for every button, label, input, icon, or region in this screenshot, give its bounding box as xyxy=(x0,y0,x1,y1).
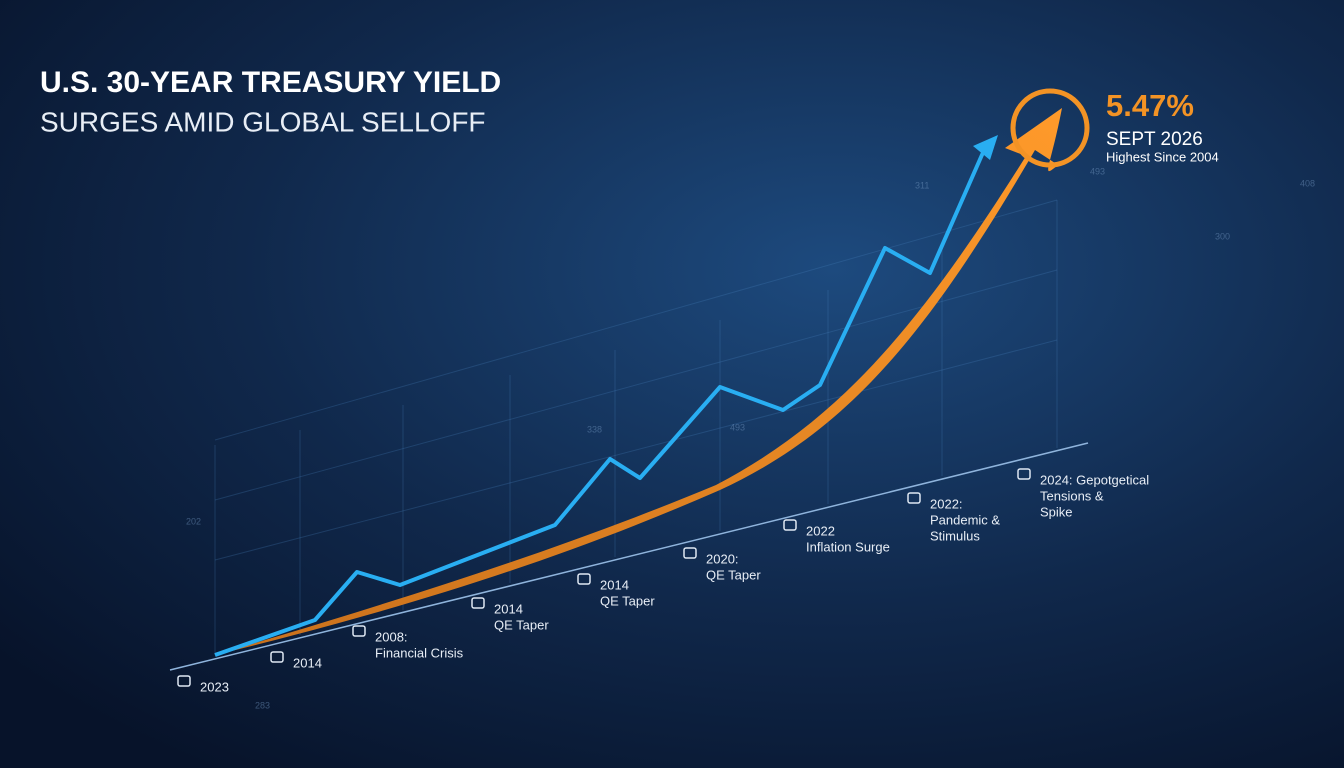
milestone-label: 2014 xyxy=(494,601,523,616)
background-labels: 311 493 408 300 338 493 202 283 xyxy=(186,166,1315,710)
milestone-label: QE Taper xyxy=(494,617,549,632)
milestone-label: Stimulus xyxy=(930,528,980,543)
background-label: 202 xyxy=(186,516,201,526)
milestone-icon xyxy=(270,651,284,663)
milestone-label: 2023 xyxy=(200,679,229,694)
background-label: 300 xyxy=(1215,231,1230,241)
subtitle: SURGES AMID GLOBAL SELLOFF xyxy=(40,106,486,137)
yield-line xyxy=(214,147,987,657)
yield-arrowhead xyxy=(973,135,998,160)
timeline-axis xyxy=(169,442,1089,671)
milestone-label: QE Taper xyxy=(600,593,655,608)
milestone-label: Spike xyxy=(1040,504,1073,519)
milestone-icon xyxy=(1017,468,1031,480)
background-label: 493 xyxy=(730,422,745,432)
milestone-icon xyxy=(577,573,591,585)
milestone-icon xyxy=(177,675,191,687)
callout-date: SEPT 2026 xyxy=(1106,129,1203,150)
milestone-label: Pandemic & xyxy=(930,512,1000,527)
background-label: 283 xyxy=(255,700,270,710)
background-label: 493 xyxy=(1090,166,1105,176)
callout-ring xyxy=(1010,88,1090,168)
milestone-label: 2024: Gepotgetical xyxy=(1040,472,1149,487)
milestone-icon xyxy=(683,547,697,559)
callout-value: 5.47% xyxy=(1106,88,1194,123)
milestone-label: 2014 xyxy=(600,577,629,592)
milestone-label: Inflation Surge xyxy=(806,539,890,554)
grid xyxy=(214,199,1058,655)
milestone-label: 2008: xyxy=(375,629,408,644)
title: U.S. 30-YEAR TREASURY YIELD xyxy=(40,66,501,99)
milestone-label: QE Taper xyxy=(706,567,761,582)
milestone-label: 2022 xyxy=(806,523,835,538)
milestone-icon xyxy=(471,597,485,609)
background-label: 408 xyxy=(1300,178,1315,188)
background-label: 311 xyxy=(915,180,929,190)
milestone-icon xyxy=(907,492,921,504)
milestone-label: 2022: xyxy=(930,496,963,511)
background-label: 338 xyxy=(587,424,602,434)
milestone-label: Financial Crisis xyxy=(375,645,464,660)
milestone-label: 2020: xyxy=(706,551,739,566)
milestone-label: 2014 xyxy=(293,655,322,670)
callout-note: Highest Since 2004 xyxy=(1106,149,1219,164)
milestone-icon xyxy=(783,519,797,531)
milestone-label: Tensions & xyxy=(1040,488,1104,503)
milestone-icon xyxy=(352,625,366,637)
